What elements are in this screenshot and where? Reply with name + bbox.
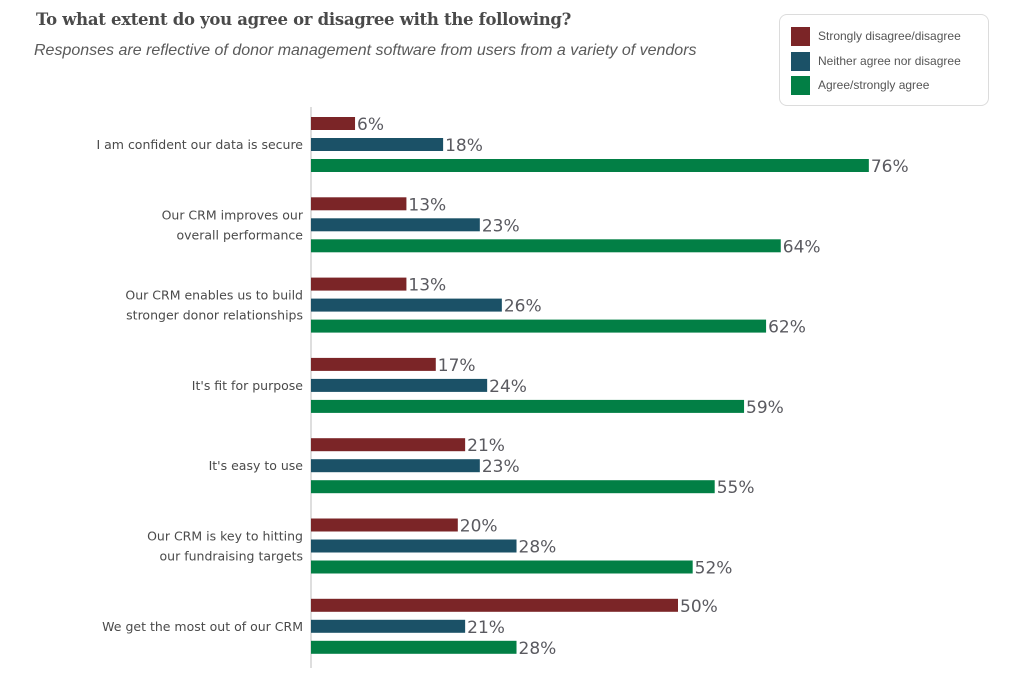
bar-neither-agree-nor-disagree xyxy=(311,378,488,392)
category-label-line: I am confident our data is secure xyxy=(96,137,303,152)
category-label-line: We get the most out of our CRM xyxy=(102,619,303,634)
category-label: Our CRM enables us to build stronger dono… xyxy=(125,288,303,323)
category-label: It's fit for purpose xyxy=(192,378,304,393)
legend-label-neither: Neither agree nor disagree xyxy=(818,54,961,68)
category-label-line: It's easy to use xyxy=(209,458,304,473)
value-label: 23% xyxy=(482,457,520,477)
value-label: 17% xyxy=(438,356,476,376)
bar-strongly-disagree-disagree xyxy=(311,197,407,211)
legend: Strongly disagree/disagree Neither agree… xyxy=(779,14,989,106)
legend-item-disagree: Strongly disagree/disagree xyxy=(791,26,961,46)
category-label-line: It's fit for purpose xyxy=(192,378,304,393)
category-label: Our CRM improves our overall performance xyxy=(162,207,304,242)
value-label: 24% xyxy=(489,377,527,397)
legend-item-agree: Agree/strongly agree xyxy=(791,75,929,95)
category-label: I am confident our data is secure xyxy=(96,137,303,152)
legend-item-neither: Neither agree nor disagree xyxy=(791,51,961,71)
value-label: 59% xyxy=(746,398,784,418)
category-label: It's easy to use xyxy=(209,458,304,473)
category-label-line: Our CRM improves our xyxy=(162,207,304,222)
legend-label-disagree: Strongly disagree/disagree xyxy=(818,29,961,43)
category-label-line: Our CRM enables us to build xyxy=(125,288,303,303)
bar-neither-agree-nor-disagree xyxy=(311,298,502,312)
bar-neither-agree-nor-disagree xyxy=(311,459,480,473)
value-label: 6% xyxy=(357,115,384,135)
bar-agree-strongly-agree xyxy=(311,319,767,333)
category-label: We get the most out of our CRM xyxy=(102,619,303,634)
bar-agree-strongly-agree xyxy=(311,640,517,654)
bar-strongly-disagree-disagree xyxy=(311,277,407,291)
category-label-line: stronger donor relationships xyxy=(126,308,303,323)
legend-swatch-agree xyxy=(791,75,810,95)
bar-agree-strongly-agree xyxy=(311,560,693,574)
legend-swatch-neither xyxy=(791,51,810,71)
category-label-line: Our CRM is key to hitting xyxy=(147,529,303,544)
value-label: 28% xyxy=(519,538,557,558)
bar-strongly-disagree-disagree xyxy=(311,357,436,371)
bar-agree-strongly-agree xyxy=(311,480,715,494)
legend-swatch-disagree xyxy=(791,26,810,46)
legend-label-agree: Agree/strongly agree xyxy=(818,78,930,92)
value-label: 21% xyxy=(467,618,505,638)
category-label-line: our fundraising targets xyxy=(160,549,303,564)
value-label: 55% xyxy=(717,478,755,498)
chart-marks: I am confident our data is secure 6% 18% 76… xyxy=(96,115,908,659)
chart-subtitle: Responses are reflective of donor manage… xyxy=(34,42,697,59)
bar-strongly-disagree-disagree xyxy=(311,598,678,612)
value-label: 20% xyxy=(460,517,498,537)
value-label: 21% xyxy=(467,436,505,456)
bar-neither-agree-nor-disagree xyxy=(311,138,444,151)
bar-neither-agree-nor-disagree xyxy=(311,218,480,232)
chart-title: To what extent do you agree or disagree … xyxy=(36,10,572,29)
category-label-line: overall performance xyxy=(176,227,303,242)
value-label: 23% xyxy=(482,216,520,236)
category-label: Our CRM is key to hitting our fundraising… xyxy=(147,529,303,564)
bar-neither-agree-nor-disagree xyxy=(311,539,517,553)
value-label: 13% xyxy=(408,195,446,215)
value-label: 13% xyxy=(408,276,446,296)
bar-strongly-disagree-disagree xyxy=(311,438,466,452)
value-label: 26% xyxy=(504,297,542,317)
bar-strongly-disagree-disagree xyxy=(311,518,458,532)
value-label: 62% xyxy=(768,318,806,338)
bar-strongly-disagree-disagree xyxy=(311,117,356,130)
value-label: 50% xyxy=(680,597,718,617)
bar-neither-agree-nor-disagree xyxy=(311,619,466,633)
bar-agree-strongly-agree xyxy=(311,399,745,413)
value-label: 64% xyxy=(783,237,821,257)
bar-agree-strongly-agree xyxy=(311,239,781,253)
value-label: 28% xyxy=(519,639,557,659)
value-label: 18% xyxy=(445,136,483,156)
bar-agree-strongly-agree xyxy=(311,159,869,172)
value-label: 52% xyxy=(695,559,733,579)
value-label: 76% xyxy=(871,157,909,177)
